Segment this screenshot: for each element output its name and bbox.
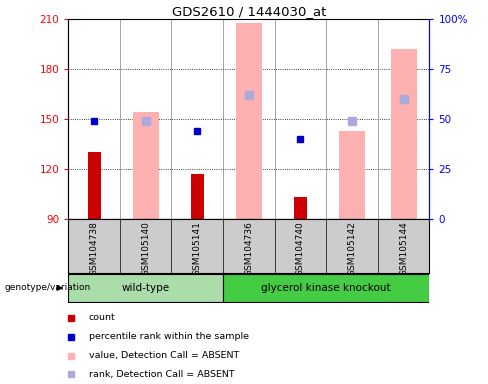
- Text: GSM104738: GSM104738: [90, 222, 99, 276]
- Text: GSM105144: GSM105144: [399, 222, 408, 276]
- Text: GSM104740: GSM104740: [296, 222, 305, 276]
- Bar: [68, 274, 223, 302]
- Bar: [223, 274, 429, 302]
- Text: rank, Detection Call = ABSENT: rank, Detection Call = ABSENT: [89, 370, 234, 379]
- Text: count: count: [89, 313, 115, 323]
- Bar: [236, 23, 262, 219]
- Text: value, Detection Call = ABSENT: value, Detection Call = ABSENT: [89, 351, 239, 360]
- Bar: [133, 113, 159, 219]
- Bar: [391, 49, 417, 219]
- Text: percentile rank within the sample: percentile rank within the sample: [89, 332, 248, 341]
- Title: GDS2610 / 1444030_at: GDS2610 / 1444030_at: [172, 5, 326, 18]
- Text: glycerol kinase knockout: glycerol kinase knockout: [262, 283, 391, 293]
- Text: GSM105142: GSM105142: [347, 222, 357, 276]
- Text: wild-type: wild-type: [122, 283, 170, 293]
- Text: GSM105141: GSM105141: [193, 222, 202, 276]
- Text: GSM105140: GSM105140: [141, 222, 150, 276]
- Bar: [294, 197, 307, 219]
- Bar: [88, 152, 101, 219]
- Text: GSM104736: GSM104736: [244, 222, 253, 276]
- Text: genotype/variation: genotype/variation: [5, 283, 91, 293]
- Bar: [339, 131, 365, 219]
- Bar: [191, 174, 204, 219]
